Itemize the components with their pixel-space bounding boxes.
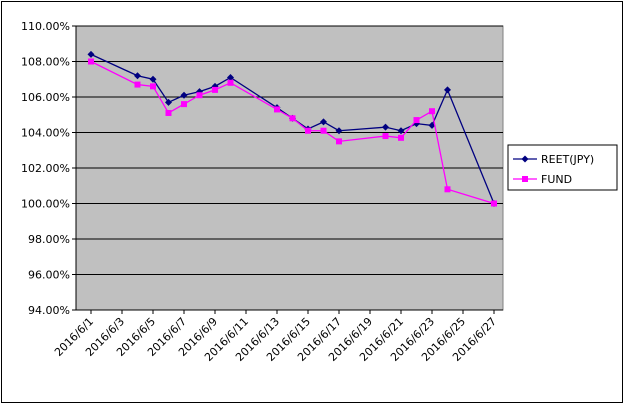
y-tick-label: 104.00% xyxy=(21,127,70,140)
y-tick-label: 102.00% xyxy=(21,162,70,175)
data-point xyxy=(150,83,156,90)
y-tick-label: 96.00% xyxy=(28,269,70,282)
data-point xyxy=(382,123,389,131)
data-point xyxy=(181,101,187,108)
data-point xyxy=(320,127,327,134)
data-point xyxy=(196,92,203,99)
data-point xyxy=(165,98,172,106)
y-tick-label: 108.00% xyxy=(21,56,70,69)
data-point xyxy=(444,186,451,193)
data-point xyxy=(289,115,296,122)
data-point xyxy=(180,91,188,99)
data-point xyxy=(429,108,435,115)
data-point xyxy=(165,109,172,116)
data-point xyxy=(382,133,389,140)
data-point xyxy=(212,86,218,93)
legend-box xyxy=(507,144,618,191)
data-point xyxy=(491,200,497,207)
data-point xyxy=(413,117,420,124)
data-point xyxy=(134,72,141,80)
y-tick-label: 110.00% xyxy=(21,20,70,33)
y-tick-label: 106.00% xyxy=(21,91,70,104)
data-point xyxy=(444,86,451,94)
data-point xyxy=(87,50,95,58)
legend-marker xyxy=(522,176,528,182)
legend-marker xyxy=(521,155,529,163)
y-tick-label: 94.00% xyxy=(28,304,70,317)
data-point xyxy=(335,127,343,135)
data-point xyxy=(398,134,404,141)
data-point xyxy=(134,81,141,88)
data-point xyxy=(397,127,405,135)
legend-label: FUND xyxy=(541,173,572,186)
data-point xyxy=(428,121,436,129)
data-point xyxy=(305,127,311,134)
legend-label: REET(JPY) xyxy=(541,153,594,166)
data-point xyxy=(227,73,234,81)
y-tick-label: 100.00% xyxy=(21,198,70,211)
data-point xyxy=(149,75,157,83)
data-point xyxy=(227,79,234,86)
data-point xyxy=(274,106,280,113)
data-point xyxy=(336,138,342,145)
data-point xyxy=(88,58,94,65)
data-point xyxy=(320,118,327,126)
y-tick-label: 98.00% xyxy=(28,233,70,246)
